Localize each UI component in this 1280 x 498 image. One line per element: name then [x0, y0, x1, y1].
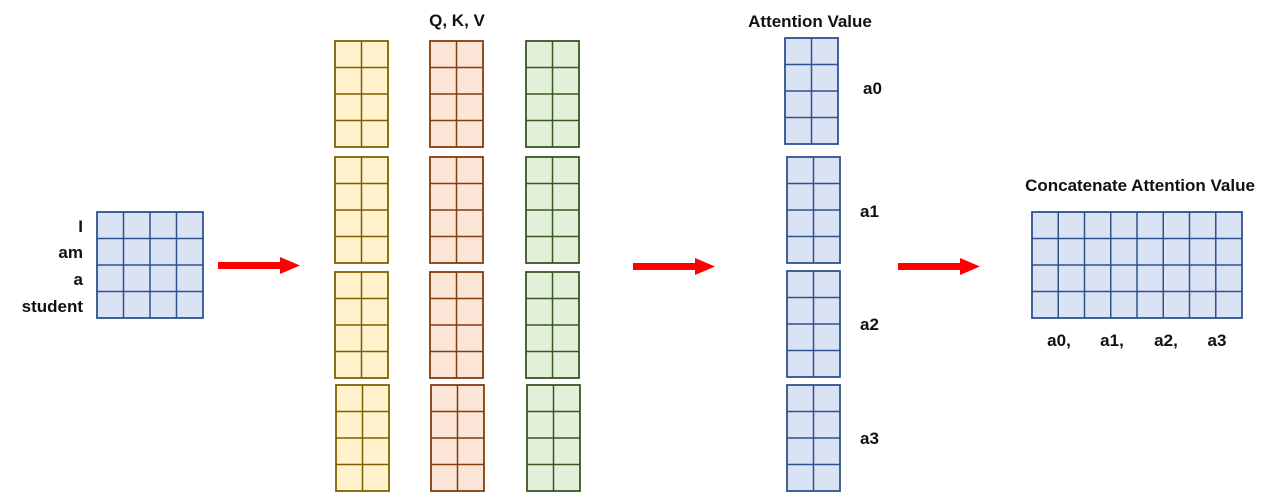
- input-word-am: am: [58, 243, 83, 262]
- attention-label-a0: a0: [863, 79, 882, 98]
- concat-matrix-grid: [1031, 211, 1243, 319]
- input-embedding-matrix: [96, 211, 204, 319]
- attention-label-a2: a2: [860, 315, 879, 334]
- concat-label-a3: a3: [1208, 331, 1227, 350]
- input-word-student: student: [22, 297, 84, 316]
- value-matrix-head-2: [525, 271, 580, 379]
- attention-labels: a0 a1 a2 a3: [860, 79, 882, 448]
- key-matrix-head-1: [429, 156, 484, 264]
- query-matrix-head-2: [334, 271, 389, 379]
- attention-matrix-a1: [786, 156, 841, 264]
- concat-labels: a0, a1, a2, a3: [1047, 331, 1226, 350]
- concat-title: Concatenate Attention Value: [1025, 176, 1255, 195]
- query-matrix-head-1: [334, 156, 389, 264]
- value-matrix-head-0: [525, 40, 580, 148]
- attention-matrix-a0: [784, 37, 839, 145]
- arrow-qkv-to-attention: [633, 258, 715, 275]
- attention-value-matrices: [784, 37, 841, 492]
- attention-label-a3: a3: [860, 429, 879, 448]
- key-matrix-head-3: [430, 384, 485, 492]
- concat-label-a1: a1,: [1100, 331, 1124, 350]
- arrow-head: [960, 258, 980, 275]
- input-word-a: a: [74, 270, 84, 289]
- arrow-head: [695, 258, 715, 275]
- qkv-title: Q, K, V: [429, 11, 485, 30]
- arrow-shaft: [218, 262, 280, 269]
- key-matrix-head-2: [429, 271, 484, 379]
- concat-label-a0: a0,: [1047, 331, 1071, 350]
- query-matrix-head-3: [335, 384, 390, 492]
- arrow-attention-to-concat: [898, 258, 980, 275]
- query-matrix-head-0: [334, 40, 389, 148]
- arrow-input-to-qkv: [218, 257, 300, 274]
- attention-matrix-a2: [786, 270, 841, 378]
- arrow-shaft: [898, 263, 960, 270]
- input-word-labels: I am a student: [22, 217, 84, 316]
- value-matrix-head-3: [526, 384, 581, 492]
- attention-label-a1: a1: [860, 202, 879, 221]
- arrow-shaft: [633, 263, 695, 270]
- key-matrix-head-0: [429, 40, 484, 148]
- value-matrix-head-1: [525, 156, 580, 264]
- qkv-matrices: [334, 40, 581, 492]
- concat-label-a2: a2,: [1154, 331, 1178, 350]
- attention-title: Attention Value: [748, 12, 872, 31]
- concat-attention-matrix: [1031, 211, 1243, 319]
- arrow-head: [280, 257, 300, 274]
- attention-matrix-a3: [786, 384, 841, 492]
- input-matrix-grid: [96, 211, 204, 319]
- input-word-i: I: [78, 217, 83, 236]
